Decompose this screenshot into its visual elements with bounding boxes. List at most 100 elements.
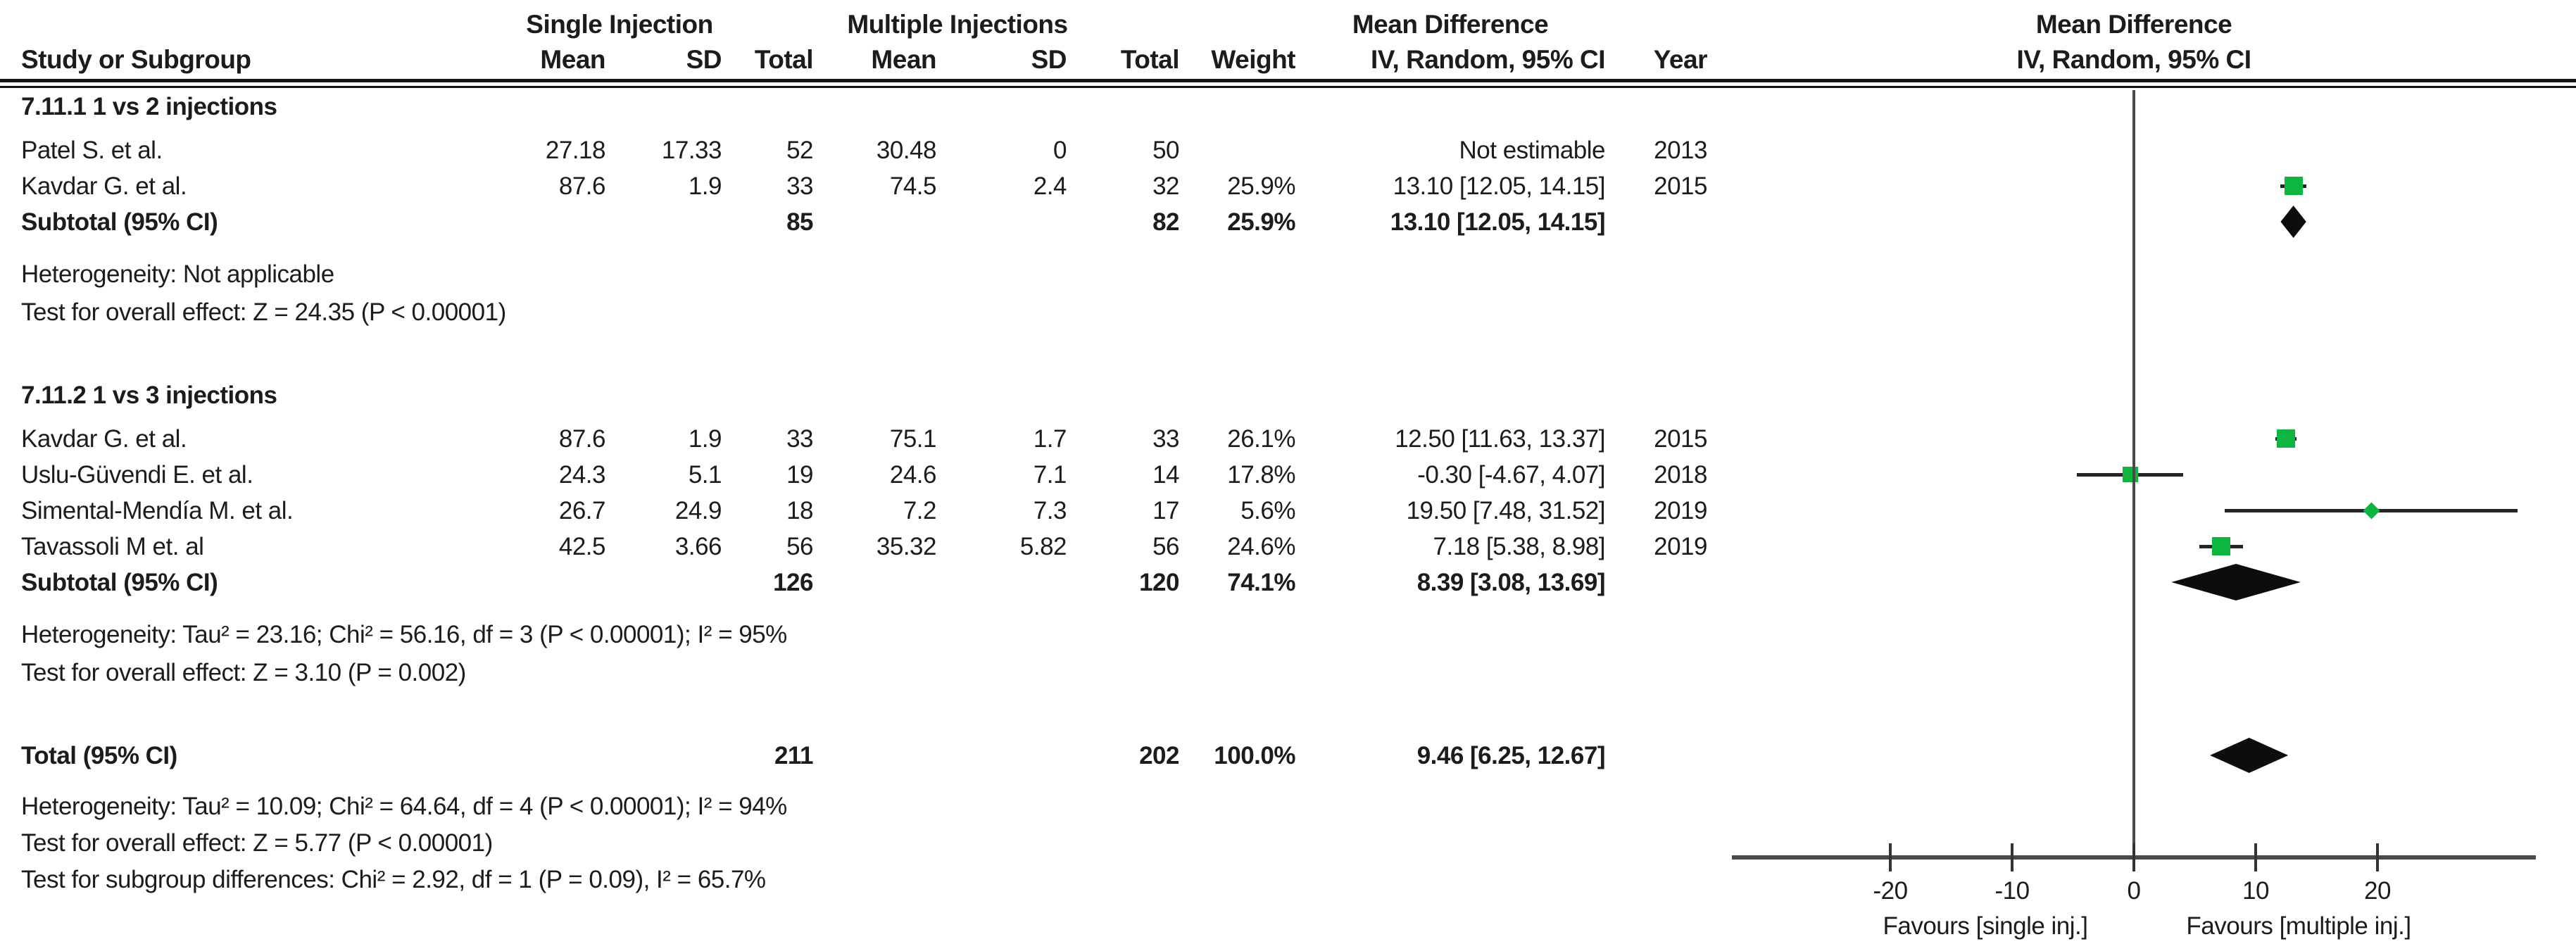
col-header-sd-si: SD (686, 45, 722, 74)
study-total-si: 33 (786, 172, 813, 200)
favours-left-label: Favours [single inj.] (1883, 912, 2088, 940)
subgroup-label: 7.11.2 1 vs 3 injections (21, 382, 277, 409)
study-total-mi: 50 (1152, 137, 1179, 164)
study-sd-mi: 2.4 (1033, 172, 1067, 200)
study-year: 2019 (1654, 533, 1707, 560)
study-weight: 25.9% (1227, 172, 1295, 200)
study-sd-mi: 7.1 (1033, 461, 1067, 489)
study-total-si: 52 (786, 137, 813, 164)
study-sd-mi: 7.3 (1033, 497, 1067, 524)
subtotal-total-mi: 82 (1152, 208, 1179, 236)
header-rule-bottom (0, 86, 2576, 88)
study-sd-mi: 5.82 (1019, 533, 1067, 560)
axis-tick-label: 10 (2242, 877, 2269, 905)
subtotal-ci-text: 13.10 [12.05, 14.15] (1390, 208, 1606, 236)
subtotal-diamond (2280, 206, 2306, 238)
total-diamond (2210, 738, 2289, 773)
col-header-total-mi: Total (1120, 45, 1180, 74)
study-name: Tavassoli M et. al (21, 533, 204, 560)
zero-line (2132, 90, 2135, 871)
axis-tick (2376, 843, 2379, 871)
subgroup-differences-note: Test for subgroup differences: Chi² = 2.… (21, 866, 766, 893)
study-mean-si: 87.6 (558, 425, 606, 453)
total-total-si: 211 (774, 742, 813, 769)
study-mean-mi: 24.6 (889, 461, 937, 489)
col-header-mean-difference: Mean Difference (1352, 10, 1549, 39)
study-ci-text: 12.50 [11.63, 13.37] (1395, 425, 1605, 453)
study-total-mi: 33 (1152, 425, 1179, 453)
study-year: 2018 (1654, 461, 1707, 489)
study-total-si: 18 (786, 497, 813, 524)
study-weight: 17.8% (1227, 461, 1295, 489)
study-ci-text: 13.10 [12.05, 14.15] (1393, 172, 1606, 200)
study-sd-si: 3.66 (674, 533, 722, 560)
study-total-si: 19 (786, 461, 813, 489)
axis-tick-label: 0 (2127, 877, 2141, 905)
study-total-mi: 32 (1152, 172, 1179, 200)
study-ci-text: 19.50 [7.48, 31.52] (1406, 497, 1606, 524)
study-year: 2019 (1654, 497, 1707, 524)
subtotal-weight: 74.1% (1227, 569, 1295, 596)
col-header-sd-mi: SD (1031, 45, 1067, 74)
study-sd-si: 24.9 (674, 497, 722, 524)
overall-effect-note: Test for overall effect: Z = 24.35 (P < … (21, 298, 506, 326)
overall-effect-note: Test for overall effect: Z = 3.10 (P = 0… (21, 659, 466, 686)
study-sd-si: 1.9 (688, 172, 722, 200)
subtotal-total-mi: 120 (1139, 569, 1179, 596)
study-name: Kavdar G. et al. (21, 172, 187, 200)
study-ci-text: Not estimable (1459, 137, 1606, 164)
study-mean-mi: 75.1 (889, 425, 937, 453)
study-sd-mi: 0 (1053, 137, 1067, 164)
study-name: Patel S. et al. (21, 137, 163, 164)
study-mean-mi: 74.5 (889, 172, 937, 200)
study-mean-si: 24.3 (558, 461, 606, 489)
axis-tick (2011, 843, 2013, 871)
total-weight: 100.0% (1214, 742, 1295, 769)
study-weight: 5.6% (1240, 497, 1295, 524)
study-total-si: 33 (786, 425, 813, 453)
study-ci-text: 7.18 [5.38, 8.98] (1433, 533, 1606, 560)
total-overall-effect-note: Test for overall effect: Z = 5.77 (P < 0… (21, 829, 493, 857)
study-marker-square (2212, 537, 2231, 555)
subtotal-label: Subtotal (95% CI) (21, 569, 218, 596)
study-name: Kavdar G. et al. (21, 425, 187, 453)
subtotal-label: Subtotal (95% CI) (21, 208, 218, 236)
axis-tick (1889, 843, 1892, 871)
study-sd-si: 17.33 (661, 137, 722, 164)
axis-tick-label: -10 (1994, 877, 2030, 905)
study-total-si: 56 (786, 533, 813, 560)
study-sd-si: 5.1 (688, 461, 722, 489)
study-sd-si: 1.9 (688, 425, 722, 453)
col-header-weight: Weight (1211, 45, 1295, 74)
axis-tick (2132, 843, 2135, 871)
col-header-single-injection: Single Injection (526, 10, 713, 39)
study-mean-si: 26.7 (558, 497, 606, 524)
study-mean-si: 42.5 (558, 533, 606, 560)
study-total-mi: 56 (1152, 533, 1179, 560)
study-name: Uslu-Güvendi E. et al. (21, 461, 253, 489)
study-weight: 26.1% (1227, 425, 1295, 453)
subgroup-label: 7.11.1 1 vs 2 injections (21, 93, 277, 120)
study-year: 2015 (1654, 425, 1707, 453)
total-ci-text: 9.46 [6.25, 12.67] (1416, 742, 1606, 769)
study-total-mi: 14 (1152, 461, 1179, 489)
study-year: 2013 (1654, 137, 1707, 164)
study-marker-square (2277, 429, 2296, 448)
col-header-iv-ci: IV, Random, 95% CI (1370, 45, 1606, 74)
study-marker-small-diamond (2363, 501, 2380, 520)
study-mean-si: 87.6 (558, 172, 606, 200)
subtotal-weight: 25.9% (1227, 208, 1295, 236)
study-year: 2015 (1654, 172, 1707, 200)
favours-right-label: Favours [multiple inj.] (2186, 912, 2411, 940)
col-header-mean-si: Mean (540, 45, 605, 74)
col-header-total-si: Total (754, 45, 814, 74)
axis-tick-label: -20 (1873, 877, 1908, 905)
study-marker-square (2284, 177, 2303, 195)
study-mean-mi: 35.32 (876, 533, 937, 560)
subtotal-total-si: 85 (786, 208, 813, 236)
total-total-mi: 202 (1139, 742, 1179, 769)
study-mean-si: 27.18 (545, 137, 606, 164)
heterogeneity-note: Heterogeneity: Not applicable (21, 260, 334, 288)
col-header-mean-mi: Mean (871, 45, 936, 74)
